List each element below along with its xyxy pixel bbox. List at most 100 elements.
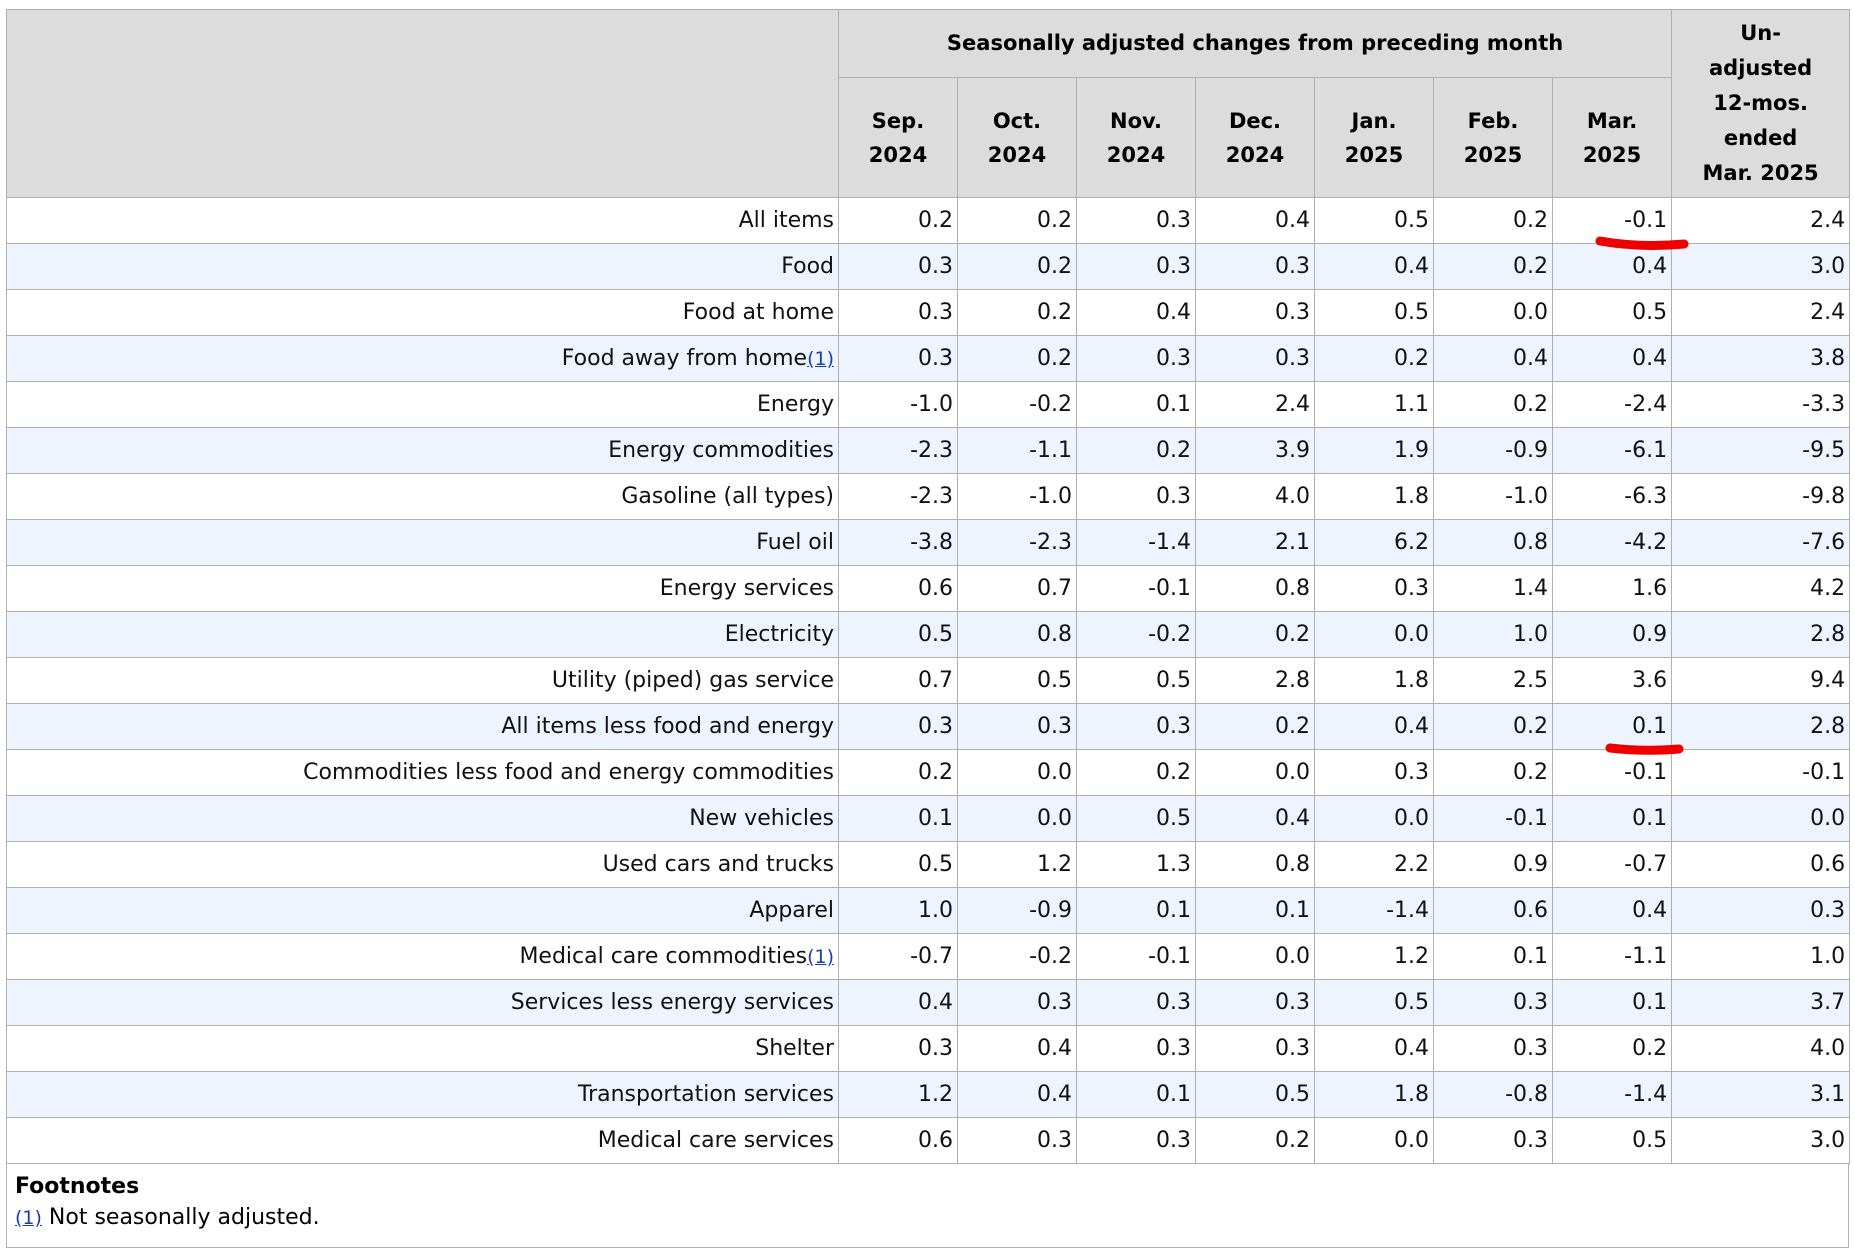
row-label-text: Apparel [749, 898, 834, 923]
row-label-text: Energy commodities [608, 438, 834, 463]
value-cell: 2.8 [1195, 657, 1315, 704]
footnote-link[interactable]: (1) [807, 348, 834, 370]
value-cell: 0.6 [838, 565, 958, 612]
value-cell: -7.6 [1671, 519, 1851, 566]
header-line: Mar. [1586, 108, 1638, 133]
table-row: Food at home 0.3 0.2 0.4 0.3 0.5 0.0 0.5 2.4 [6, 289, 1851, 336]
value-cell: 0.0 [1195, 749, 1315, 796]
row-label-text: Food [781, 254, 834, 279]
row-label-text: Fuel oil [756, 530, 834, 555]
header-line: Sep. [871, 108, 925, 133]
value-cell: 0.3 [957, 979, 1077, 1026]
value-cell: 4.0 [1671, 1025, 1851, 1072]
row-label: New vehicles [6, 795, 839, 842]
value-cell: 1.1 [1314, 381, 1434, 428]
value-cell: -0.7 [1551, 841, 1673, 888]
value-cell: -0.1 [1551, 197, 1673, 244]
row-label: Medical care commodities(1) [6, 933, 839, 980]
row-label-text: Transportation services [577, 1082, 834, 1107]
value-cell: 1.0 [1433, 611, 1553, 658]
value-cell: 0.4 [838, 979, 958, 1026]
header-line: 2025 [1582, 142, 1642, 167]
value-cell: -2.3 [838, 427, 958, 474]
footnotes-title: Footnotes [15, 1174, 140, 1199]
value-cell: -0.2 [1076, 611, 1196, 658]
value-cell: 0.3 [1076, 335, 1196, 382]
value-cell: 3.1 [1671, 1071, 1851, 1118]
value-cell: 1.2 [838, 1071, 958, 1118]
value-cell: 0.3 [1433, 979, 1553, 1026]
value-cell: 1.8 [1314, 657, 1434, 704]
value-cell: 2.4 [1671, 289, 1851, 336]
value-cell: 0.3 [1195, 1025, 1315, 1072]
value-cell: -1.1 [1551, 933, 1673, 980]
value-cell: 0.2 [957, 289, 1077, 336]
value-cell: 6.2 [1314, 519, 1434, 566]
value-cell: 1.0 [1671, 933, 1851, 980]
value-cell: 0.8 [1195, 565, 1315, 612]
value-cell: 0.4 [1433, 335, 1553, 382]
header-line: 2024 [1225, 142, 1285, 167]
value-cell: 0.1 [1551, 979, 1673, 1026]
footnote-ref[interactable]: (1) [15, 1207, 42, 1229]
column-header: Oct. 2024 [957, 77, 1077, 198]
row-label: Electricity [6, 611, 839, 658]
table-row: Shelter 0.3 0.4 0.3 0.3 0.4 0.3 0.2 4.0 [6, 1025, 1851, 1072]
value-cell: 0.3 [1433, 1117, 1553, 1164]
value-cell: 0.6 [1433, 887, 1553, 934]
value-cell: 0.1 [1076, 381, 1196, 428]
value-cell: 3.0 [1671, 1117, 1851, 1164]
value-cell: 1.9 [1314, 427, 1434, 474]
value-cell: 0.3 [1076, 1117, 1196, 1164]
header-line: Nov. [1110, 108, 1162, 133]
table-row: Electricity 0.5 0.8 -0.2 0.2 0.0 1.0 0.9 2.8 [6, 611, 1851, 658]
table-row: Energy services 0.6 0.7 -0.1 0.8 0.3 1.4 1.6 4.2 [6, 565, 1851, 612]
row-label: Fuel oil [6, 519, 839, 566]
value-cell: 0.1 [838, 795, 958, 842]
value-cell: 0.4 [957, 1025, 1077, 1072]
value-cell: 0.5 [1551, 289, 1673, 336]
value-cell: 0.3 [1195, 335, 1315, 382]
value-cell: 0.2 [1076, 749, 1196, 796]
value-cell: 9.4 [1671, 657, 1851, 704]
value-cell: -1.0 [957, 473, 1077, 520]
value-cell: -6.3 [1551, 473, 1673, 520]
column-header: Nov. 2024 [1076, 77, 1196, 198]
row-label-text: Services less energy services [510, 990, 834, 1015]
value-cell: -0.1 [1433, 795, 1553, 842]
value-cell: -0.2 [957, 933, 1077, 980]
row-label: Energy [6, 381, 839, 428]
value-cell: 0.3 [1076, 1025, 1196, 1072]
row-label: All items [6, 197, 839, 244]
row-label: All items less food and energy [6, 703, 839, 750]
column-header: Dec. 2024 [1195, 77, 1315, 198]
corner [6, 9, 839, 198]
value-cell: 2.4 [1195, 381, 1315, 428]
value-cell: -0.9 [1433, 427, 1553, 474]
value-cell: -0.9 [957, 887, 1077, 934]
value-cell: 0.1 [1076, 1071, 1196, 1118]
table-row: New vehicles 0.1 0.0 0.5 0.4 0.0 -0.1 0.1 0.0 [6, 795, 1851, 842]
value-cell: -0.1 [1551, 749, 1673, 796]
table-row: Gasoline (all types) -2.3 -1.0 0.3 4.0 1.8 -1.… [6, 473, 1851, 520]
value-cell: 0.5 [1314, 979, 1434, 1026]
value-cell: 1.2 [1314, 933, 1434, 980]
value-cell: 0.1 [1076, 887, 1196, 934]
header-line: 2024 [868, 142, 928, 167]
value-cell: 0.0 [957, 795, 1077, 842]
row-label-text: Food away from home [561, 346, 808, 371]
footnote-link[interactable]: (1) [807, 946, 834, 968]
value-cell: 0.2 [1551, 1025, 1673, 1072]
value-cell: 3.6 [1551, 657, 1673, 704]
header-line: 2025 [1463, 142, 1523, 167]
value-cell: 0.2 [957, 197, 1077, 244]
value-cell: 0.7 [838, 657, 958, 704]
value-cell: 0.8 [1433, 519, 1553, 566]
value-cell: 0.2 [838, 197, 958, 244]
cpi-table: Seasonally adjusted changes from precedi… [6, 9, 1851, 1164]
row-label-text: Medical care commodities [519, 944, 808, 969]
last-column-header: Un-adjusted 12-mos. ended Mar. 2025 [1671, 9, 1851, 198]
value-cell: 0.4 [957, 1071, 1077, 1118]
value-cell: 0.2 [1314, 335, 1434, 382]
